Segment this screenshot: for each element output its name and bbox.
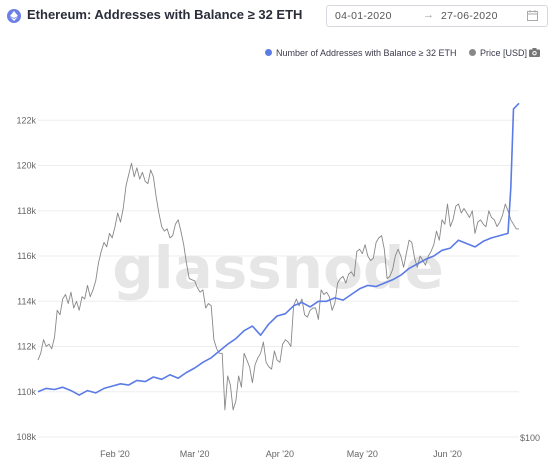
x-axis: Feb '20 Mar '20 Apr '20 May '20 Jun '20 [100,449,462,459]
x-tick-label: Jun '20 [433,449,462,459]
date-start[interactable]: 04-01-2020 [335,10,392,22]
y-tick-label: 108k [16,432,36,442]
series-line-price [37,162,519,411]
chart-title: Ethereum: Addresses with Balance ≥ 32 ET… [27,7,303,22]
calendar-icon[interactable] [527,10,538,21]
y-tick-label: 118k [17,206,36,216]
date-range-picker[interactable]: 04-01-2020 → 27-06-2020 [326,5,548,27]
y-axis-right: $100 [520,433,540,443]
glassnode-watermark: glassnode [112,234,444,302]
y-right-tick-label: $100 [520,433,540,443]
y-tick-label: 120k [16,161,36,171]
chart-legend: Number of Addresses with Balance ≥ 32 ET… [265,47,537,61]
arrow-right-icon: → [423,9,434,21]
y-tick-label: 110k [17,387,36,397]
legend-swatch-addresses [265,49,272,57]
x-tick-label: Mar '20 [180,449,210,459]
legend-label-addresses: Number of Addresses with Balance ≥ 32 ET… [276,47,457,58]
grid-lines [38,119,519,438]
legend-swatch-price [469,49,477,57]
legend-label-price: Price [USD] [480,47,528,58]
x-tick-label: Feb '20 [100,449,130,459]
x-tick-label: Apr '20 [266,449,294,459]
y-tick-label: 122k [16,115,36,125]
ethereum-icon [7,9,21,23]
legend-item-addresses[interactable]: Number of Addresses with Balance ≥ 32 ET… [265,48,457,58]
y-tick-label: 116k [17,251,36,261]
date-end[interactable]: 27-06-2020 [441,10,498,22]
series-line-addresses [37,102,520,396]
y-tick-label: 114k [17,296,36,306]
x-tick-label: May '20 [347,449,378,459]
legend-item-price[interactable]: Price [USD] [469,48,527,58]
y-tick-label: 112k [17,342,36,352]
camera-icon[interactable] [529,48,540,57]
chart-header: Ethereum: Addresses with Balance ≥ 32 ET… [0,0,553,34]
series-lines [37,102,520,411]
y-axis-left: 108k 110k 112k 114k 116k 118k 120k 122k [16,115,36,442]
